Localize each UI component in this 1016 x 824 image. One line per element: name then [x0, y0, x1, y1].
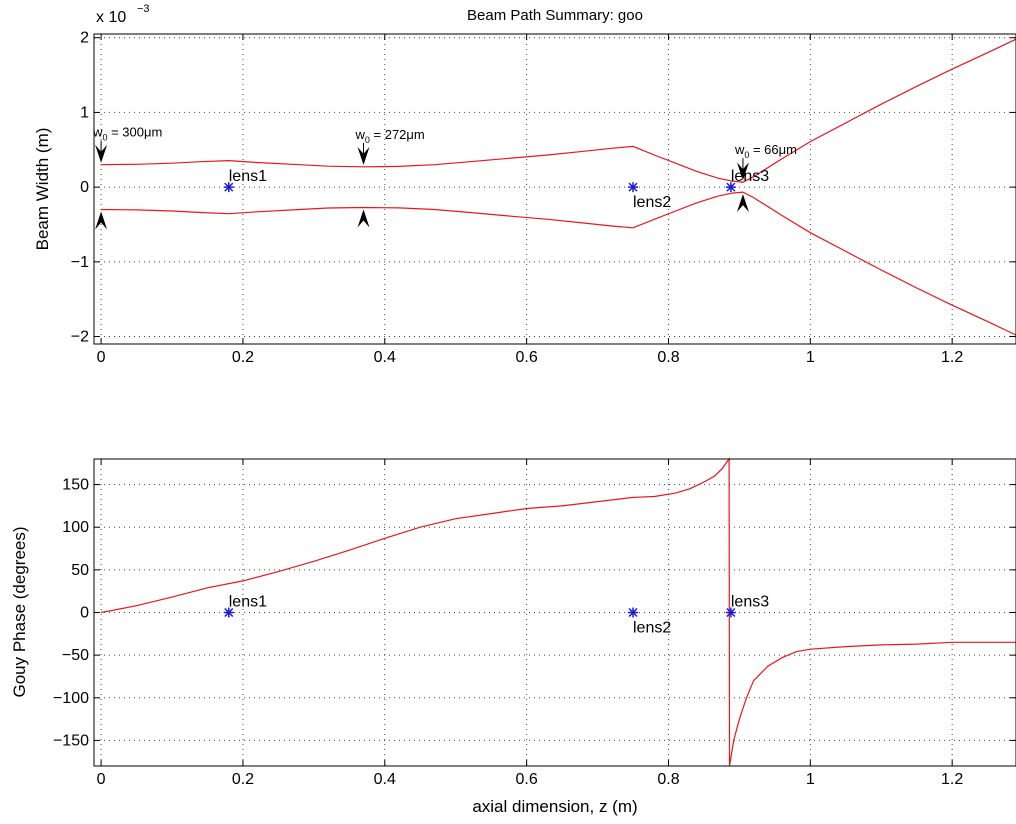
y-tick-label: 50	[71, 562, 89, 579]
lens-marker	[628, 607, 639, 618]
waist-label: w0 = 272μm	[355, 127, 425, 145]
x-tick-label: 0.8	[657, 349, 679, 366]
x-tick-label: 1.2	[941, 771, 963, 788]
beam-width-axes	[93, 33, 1016, 345]
x-tick-label: 0	[97, 349, 106, 366]
lens-markers-top: lens1 lens2 lens3	[223, 168, 769, 211]
waist-arrow-up	[736, 194, 749, 213]
beam-width-plot-area	[94, 34, 1016, 344]
y-tick-label: −2	[71, 329, 89, 346]
x-tick-label: 0.2	[232, 771, 254, 788]
waist-arrow-down	[736, 162, 749, 181]
lens-marker	[725, 182, 736, 193]
lens-label: lens2	[633, 620, 671, 637]
y-multiplier-base: x 10	[96, 9, 126, 26]
y-tick-label: 100	[62, 519, 89, 536]
waist-annotation: w0 = 272μm	[355, 127, 425, 228]
y-axis-label-gouy-phase: Gouy Phase (degrees)	[10, 526, 29, 697]
x-tick-label: 0.6	[516, 771, 538, 788]
x-tick-label: 0.4	[374, 349, 396, 366]
waist-arrow-up	[95, 211, 108, 230]
x-tick-label: 0.6	[516, 349, 538, 366]
y-tick-label: 150	[62, 477, 89, 494]
y-tick-label: 2	[80, 30, 89, 47]
waist-arrow-down	[95, 144, 108, 163]
lens-label: lens1	[229, 594, 267, 611]
lens-label: lens3	[731, 168, 769, 185]
lens-marker	[223, 607, 234, 618]
beam-width-grid	[94, 34, 1016, 344]
x-tick-label: 0.4	[374, 771, 396, 788]
series-line-2	[101, 191, 1016, 336]
chart-title: Beam Path Summary: goo	[467, 7, 643, 24]
beam-width-x-ticks: 0 0.2 0.4 0.6 0.8 1 1.2	[97, 34, 963, 366]
lens-label: lens1	[229, 168, 267, 185]
y-tick-label: −50	[62, 647, 89, 664]
y-tick-label: −150	[53, 732, 89, 749]
lens-marker	[725, 607, 736, 618]
y-tick-label: 1	[80, 104, 89, 121]
waist-arrow-up	[357, 209, 370, 228]
waist-annotation: w0 = 66μm	[734, 142, 797, 213]
y-tick-label: −100	[53, 690, 89, 707]
beam-width-lines	[101, 38, 1016, 336]
beam-width-y-ticks: −2 −1 0 1 2	[71, 30, 1016, 346]
waist-label: w0 = 66μm	[734, 142, 797, 160]
waist-arrow-down	[357, 146, 370, 165]
x-tick-label: 1	[806, 349, 815, 366]
gouy-phase-grid	[94, 459, 1016, 766]
y-tick-label: 0	[80, 179, 89, 196]
x-tick-label: 0.8	[657, 771, 679, 788]
lens-marker	[628, 182, 639, 193]
gouy-phase-lines	[100, 457, 1016, 767]
axes-box	[93, 33, 1016, 345]
y-axis-label-beam-width: Beam Width (m)	[33, 128, 52, 251]
gouy-phase-y-ticks: −150 −100 −50 0 50 100 150	[53, 477, 1016, 749]
x-axis-label: axial dimension, z (m)	[472, 797, 637, 816]
x-tick-label: 0	[97, 771, 106, 788]
beam-width-chart: w0 = 300μm w0 = 272μm w0 = 66μm lens1 lens2…	[33, 3, 1016, 366]
x-tick-label: 1.2	[941, 349, 963, 366]
series-line-1	[101, 38, 1016, 183]
x-tick-label: 0.2	[232, 349, 254, 366]
x-tick-label: 1	[806, 771, 815, 788]
series-line-1	[100, 457, 1016, 767]
waist-annotation: w0 = 300μm	[92, 125, 162, 230]
y-tick-label: −1	[71, 254, 89, 271]
gouy-phase-x-ticks: 0 0.2 0.4 0.6 0.8 1 1.2	[97, 459, 963, 788]
lens-marker	[223, 182, 234, 193]
lens-label: lens3	[731, 594, 769, 611]
waist-markers: w0 = 300μm w0 = 272μm w0 = 66μm	[92, 125, 797, 230]
y-multiplier-exponent: −3	[137, 3, 150, 15]
y-axis-multiplier: x 10 −3	[96, 3, 150, 26]
lens-markers-bottom: lens1 lens2 lens3	[223, 594, 769, 637]
waist-label: w0 = 300μm	[92, 125, 162, 143]
lens-label: lens2	[633, 194, 671, 211]
y-tick-label: 0	[80, 605, 89, 622]
